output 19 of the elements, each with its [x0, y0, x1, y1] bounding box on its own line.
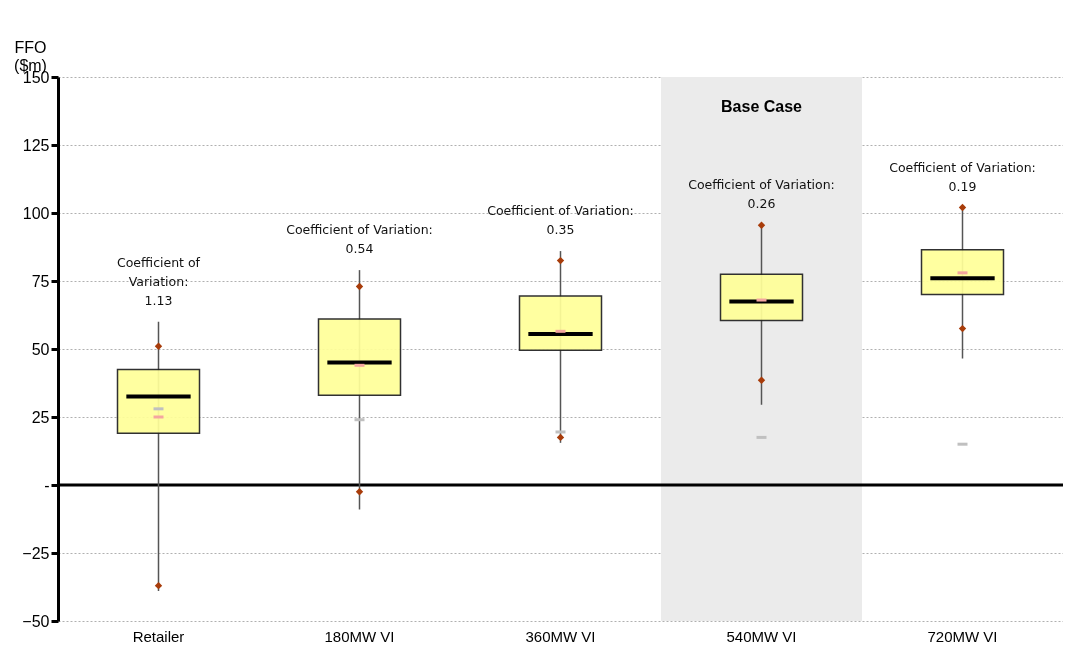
x-tick-label: 360MW VI — [525, 627, 596, 645]
x-tick-label: Retailer — [132, 627, 185, 645]
y-tick-label: 25 — [31, 408, 50, 426]
y-tick-label: 100 — [22, 204, 50, 222]
x-tick-label: 540MW VI — [726, 627, 797, 645]
y-tick-label: - — [44, 476, 50, 494]
annotation: Coefficient of Variation: 0.54 — [286, 222, 433, 257]
y-tick-label: −25 — [22, 544, 50, 562]
y-tick-label: 75 — [31, 272, 50, 290]
annotation: Coefficient of Variation: 1.13 — [116, 254, 201, 308]
annotation: Coefficient of Variation: 0.26 — [688, 177, 835, 212]
y-tick-label: 50 — [31, 340, 50, 358]
annotation: Coefficient of Variation: 0.19 — [889, 159, 1036, 194]
x-tick-label: 720MW VI — [927, 627, 998, 645]
y-tick-label: −50 — [22, 612, 50, 630]
band-label: Base Case — [721, 98, 803, 115]
y-tick-label: 125 — [22, 136, 50, 154]
annotation: Coefficient of Variation: 0.35 — [487, 203, 634, 238]
x-tick-label: 180MW VI — [324, 627, 395, 645]
